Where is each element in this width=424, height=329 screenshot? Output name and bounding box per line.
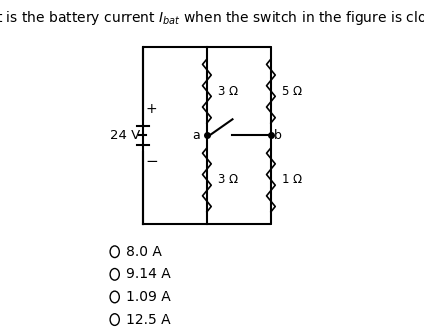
- Text: b: b: [274, 129, 282, 142]
- Text: 1.09 A: 1.09 A: [126, 290, 170, 304]
- Text: 5 $\Omega$: 5 $\Omega$: [281, 85, 303, 97]
- Text: 12.5 A: 12.5 A: [126, 313, 170, 327]
- Text: What is the battery current $I_{bat}$ when the switch in the figure is closed?: What is the battery current $I_{bat}$ wh…: [0, 10, 424, 27]
- Text: +: +: [145, 102, 157, 116]
- Text: 3 $\Omega$: 3 $\Omega$: [217, 173, 239, 186]
- Text: 1 $\Omega$: 1 $\Omega$: [281, 173, 303, 186]
- Text: −: −: [145, 154, 158, 169]
- Text: 9.14 A: 9.14 A: [126, 267, 170, 281]
- Text: 8.0 A: 8.0 A: [126, 245, 162, 259]
- Text: a: a: [193, 129, 201, 142]
- Text: 3 $\Omega$: 3 $\Omega$: [217, 85, 239, 97]
- Text: 24 V: 24 V: [110, 129, 140, 142]
